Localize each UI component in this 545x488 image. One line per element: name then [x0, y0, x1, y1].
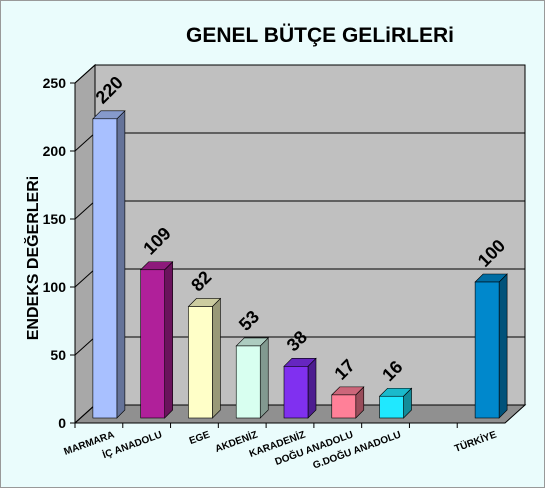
grid-line: [74, 64, 96, 84]
side-wall: [74, 63, 96, 425]
y-tick-label: 200: [43, 143, 67, 159]
bar: [474, 281, 500, 419]
bar-side: [212, 297, 221, 419]
bar: [92, 118, 118, 419]
bar: [379, 395, 404, 419]
bar-side: [498, 273, 508, 419]
chart-title: GENEL BÜTÇE GELiRLERi: [186, 24, 454, 47]
bar-side: [259, 337, 269, 419]
grid-line: [74, 132, 96, 152]
y-axis-label: ENDEKS DEĞERLERi: [23, 176, 42, 340]
bar: [188, 306, 213, 419]
y-tick-label: 150: [43, 211, 67, 227]
y-tick-label: 100: [43, 279, 67, 295]
y-tick-label: 250: [43, 75, 67, 91]
grid-line: [74, 200, 96, 220]
y-tick-label: 0: [58, 415, 66, 431]
grid-line: [74, 336, 96, 356]
grid-line: [74, 268, 96, 288]
bar-side: [116, 110, 126, 419]
bar-side: [307, 357, 317, 419]
bar: [331, 394, 357, 419]
bar: [283, 366, 309, 419]
bar: [235, 345, 261, 419]
bar-side: [164, 261, 173, 419]
grid-line: [74, 404, 96, 424]
bar: [140, 269, 165, 419]
y-tick-label: 50: [50, 347, 66, 363]
